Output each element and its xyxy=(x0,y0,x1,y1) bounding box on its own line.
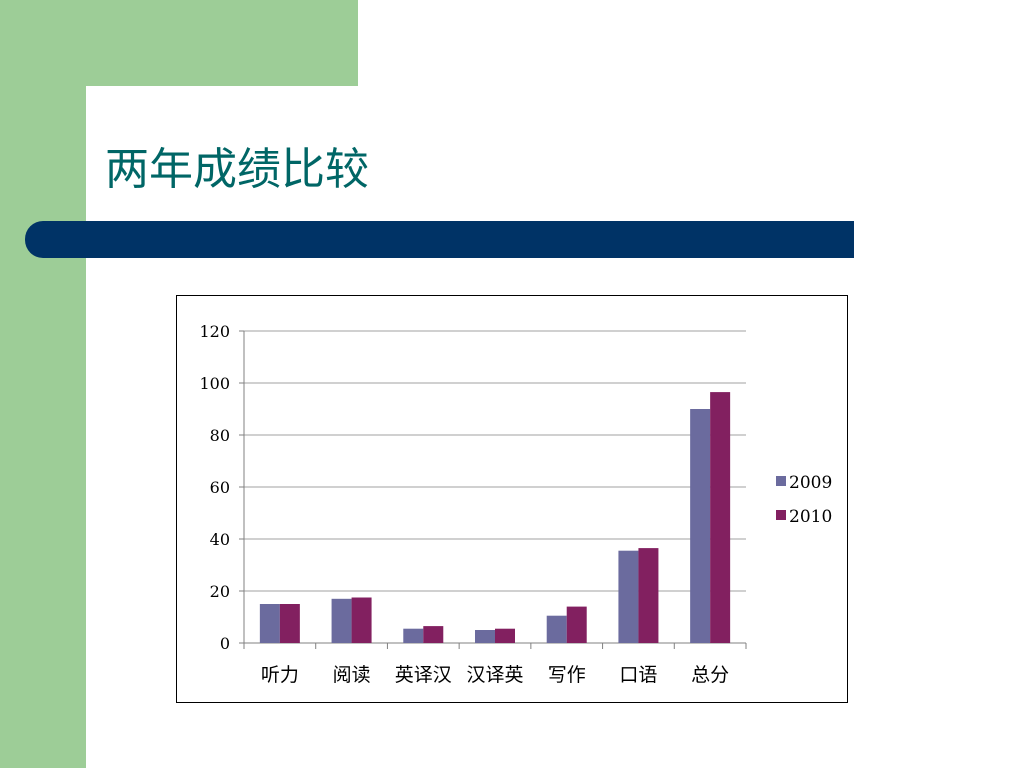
bar-2009-4 xyxy=(475,630,495,643)
x-category-label: 阅读 xyxy=(333,664,371,686)
bar-2010-6 xyxy=(638,548,659,643)
tick-labels: 0 20 40 60 80 100 120 听力 阅读 英译汉 汉译英 写作 口语 总分 xyxy=(199,322,729,686)
bar-2009-5 xyxy=(546,615,567,643)
y-tick-label: 0 xyxy=(220,634,230,653)
bar-2010-1 xyxy=(279,604,300,643)
gridlines xyxy=(239,330,746,644)
bars xyxy=(259,392,731,643)
y-tick-label: 20 xyxy=(210,582,230,601)
x-category-label: 口语 xyxy=(619,664,657,686)
chart-frame: 0 20 40 60 80 100 120 听力 阅读 英译汉 汉译英 写作 口语 总分 2009 2010 xyxy=(176,295,848,703)
y-tick-label: 80 xyxy=(210,426,230,445)
y-tick-label: 40 xyxy=(210,530,230,549)
bar-2010-7 xyxy=(710,392,731,643)
bar-2009-7 xyxy=(690,409,711,643)
bar-2010-2 xyxy=(351,597,372,643)
bar-2010-3 xyxy=(423,626,444,643)
x-category-label: 英译汉 xyxy=(395,664,452,686)
legend-swatch-2009 xyxy=(776,476,786,486)
bar-2010-5 xyxy=(566,606,587,643)
bar-2009-1 xyxy=(259,604,280,643)
legend-label-2010: 2010 xyxy=(789,507,832,527)
title-underline-bar xyxy=(25,221,854,258)
legend-label-2009: 2009 xyxy=(789,473,832,493)
x-category-label: 听力 xyxy=(261,664,299,686)
bar-chart: 0 20 40 60 80 100 120 听力 阅读 英译汉 汉译英 写作 口语 总分 2009 2010 xyxy=(199,322,832,686)
slide-title: 两年成绩比较 xyxy=(105,144,369,195)
legend-swatch-2010 xyxy=(776,510,786,520)
green-top-block-decoration xyxy=(0,0,358,86)
bar-2009-2 xyxy=(331,598,352,643)
bar-2009-3 xyxy=(403,628,424,643)
x-category-label: 写作 xyxy=(548,664,586,686)
bar-2009-6 xyxy=(618,550,639,643)
axes xyxy=(243,331,747,649)
y-tick-label: 100 xyxy=(199,374,230,393)
legend: 2009 2010 xyxy=(776,473,832,527)
green-sidebar-decoration xyxy=(0,0,86,768)
y-tick-label: 60 xyxy=(210,478,230,497)
y-tick-label: 120 xyxy=(199,322,230,341)
x-category-label: 汉译英 xyxy=(466,664,523,686)
bar-2010-4 xyxy=(495,628,515,643)
x-category-label: 总分 xyxy=(691,664,729,686)
